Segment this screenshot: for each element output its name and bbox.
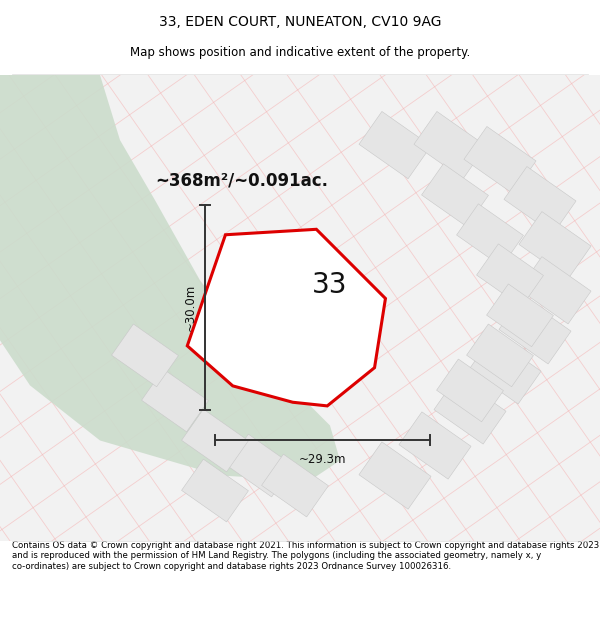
Polygon shape bbox=[399, 412, 471, 479]
Polygon shape bbox=[142, 369, 208, 432]
Text: 33: 33 bbox=[312, 271, 348, 299]
Polygon shape bbox=[469, 337, 541, 404]
Polygon shape bbox=[262, 454, 328, 517]
Text: 33, EDEN COURT, NUNEATON, CV10 9AG: 33, EDEN COURT, NUNEATON, CV10 9AG bbox=[159, 15, 441, 29]
Polygon shape bbox=[422, 164, 488, 226]
Polygon shape bbox=[504, 166, 576, 234]
Text: Map shows position and indicative extent of the property.: Map shows position and indicative extent… bbox=[130, 46, 470, 59]
Polygon shape bbox=[499, 297, 571, 364]
Polygon shape bbox=[359, 111, 431, 179]
Polygon shape bbox=[467, 324, 533, 387]
Polygon shape bbox=[519, 212, 591, 279]
Polygon shape bbox=[437, 359, 503, 422]
Polygon shape bbox=[414, 111, 486, 179]
Text: Contains OS data © Crown copyright and database right 2021. This information is : Contains OS data © Crown copyright and d… bbox=[12, 541, 599, 571]
Polygon shape bbox=[182, 459, 248, 522]
Polygon shape bbox=[112, 324, 178, 387]
Polygon shape bbox=[0, 75, 340, 481]
Polygon shape bbox=[434, 377, 506, 444]
Polygon shape bbox=[182, 409, 248, 472]
Polygon shape bbox=[187, 229, 385, 406]
Text: ~29.3m: ~29.3m bbox=[299, 452, 346, 466]
Polygon shape bbox=[227, 434, 293, 497]
Polygon shape bbox=[476, 244, 544, 307]
Polygon shape bbox=[359, 442, 431, 509]
Polygon shape bbox=[464, 126, 536, 194]
Polygon shape bbox=[457, 204, 523, 267]
Polygon shape bbox=[519, 257, 591, 324]
Polygon shape bbox=[487, 284, 553, 347]
Text: ~30.0m: ~30.0m bbox=[184, 284, 197, 331]
Text: ~368m²/~0.091ac.: ~368m²/~0.091ac. bbox=[155, 171, 328, 189]
